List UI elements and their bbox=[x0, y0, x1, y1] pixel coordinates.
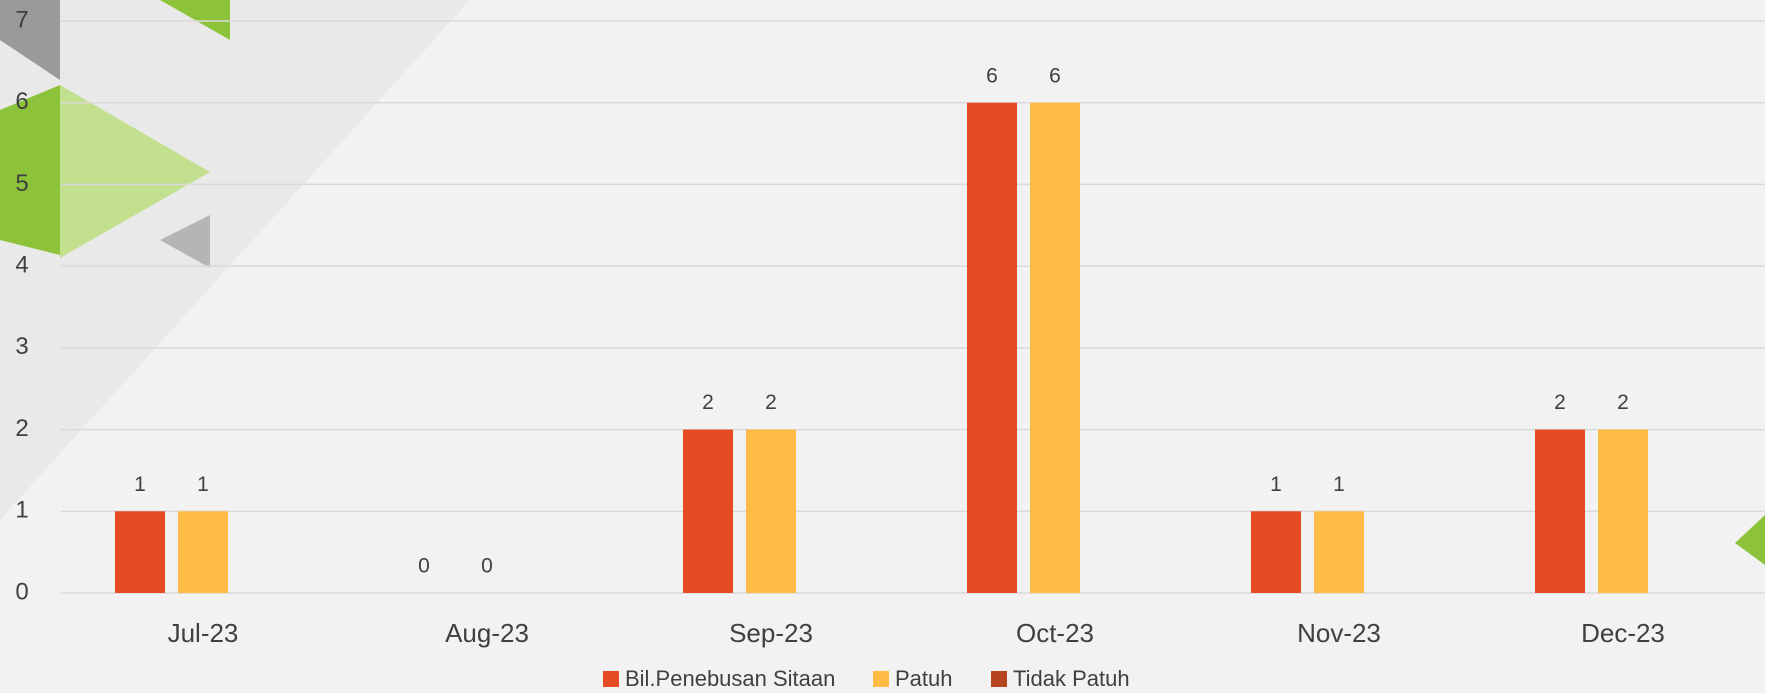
x-tick-label: Oct-23 bbox=[1016, 618, 1094, 648]
bar bbox=[178, 511, 228, 593]
x-tick-label: Jul-23 bbox=[168, 618, 239, 648]
bar bbox=[1251, 511, 1301, 593]
legend-swatch bbox=[603, 671, 619, 687]
legend-label: Bil.Penebusan Sitaan bbox=[625, 666, 835, 691]
bar bbox=[967, 102, 1017, 593]
data-label: 0 bbox=[481, 555, 493, 578]
y-tick-label: 7 bbox=[15, 6, 28, 33]
data-label: 2 bbox=[765, 391, 777, 414]
x-tick-label: Aug-23 bbox=[445, 618, 529, 648]
x-tick-label: Dec-23 bbox=[1581, 618, 1665, 648]
data-label: 1 bbox=[1270, 473, 1282, 496]
legend-label: Patuh bbox=[895, 666, 953, 691]
bar bbox=[1314, 511, 1364, 593]
bar bbox=[746, 429, 796, 593]
data-label: 6 bbox=[1049, 64, 1061, 87]
y-tick-label: 1 bbox=[15, 497, 28, 524]
legend-swatch bbox=[991, 671, 1007, 687]
y-tick-label: 2 bbox=[15, 415, 28, 442]
data-label: 0 bbox=[418, 555, 430, 578]
y-tick-label: 4 bbox=[15, 251, 28, 278]
data-label: 1 bbox=[197, 473, 209, 496]
y-tick-label: 3 bbox=[15, 333, 28, 360]
y-tick-label: 6 bbox=[15, 88, 28, 115]
data-label: 1 bbox=[1333, 473, 1345, 496]
bar bbox=[1598, 429, 1648, 593]
bar bbox=[683, 429, 733, 593]
x-tick-label: Sep-23 bbox=[729, 618, 813, 648]
bar bbox=[1030, 102, 1080, 593]
bar bbox=[115, 511, 165, 593]
legend-swatch bbox=[873, 671, 889, 687]
data-label: 2 bbox=[1617, 391, 1629, 414]
legend-label: Tidak Patuh bbox=[1013, 666, 1130, 691]
data-label: 1 bbox=[134, 473, 146, 496]
bar bbox=[1535, 429, 1585, 593]
y-tick-label: 5 bbox=[15, 170, 28, 197]
data-label: 2 bbox=[1554, 391, 1566, 414]
y-tick-label: 0 bbox=[15, 578, 28, 605]
x-tick-label: Nov-23 bbox=[1297, 618, 1381, 648]
data-label: 2 bbox=[702, 391, 714, 414]
data-label: 6 bbox=[986, 64, 998, 87]
decoration bbox=[0, 0, 1765, 565]
